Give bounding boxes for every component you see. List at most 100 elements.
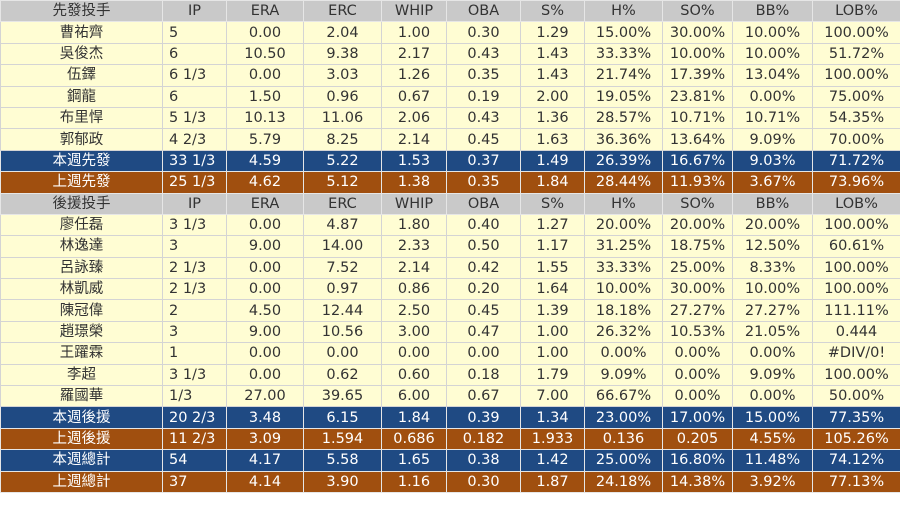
table-body: 先發投手 IP ERA ERC WHIP OBA S% H% SO% BB% LOB% 曹祐齊 5 0.0…	[0, 0, 900, 493]
cell-ip: 3	[162, 235, 227, 258]
cell-erc: 8.25	[303, 128, 382, 151]
header-pitcher: 先發投手	[0, 0, 163, 23]
cell-bb-pct: 8.33%	[732, 256, 813, 280]
cell-h-pct: 0.00%	[584, 342, 663, 365]
cell-pitcher: 王躍霖	[0, 342, 163, 365]
cell-lob-pct: 100.00%	[812, 64, 900, 87]
cell-bb-pct: 0.00%	[732, 342, 813, 365]
cell-lob-pct: 71.72%	[812, 149, 900, 173]
cell-s-pct: 1.43	[520, 64, 585, 87]
cell-bb-pct: 11.48%	[732, 449, 813, 472]
cell-lob-pct: 100.00%	[812, 213, 900, 237]
cell-ip: 1/3	[162, 385, 227, 408]
cell-pitcher: 本週總計	[0, 449, 163, 472]
cell-pitcher: 李超	[0, 363, 163, 387]
cell-bb-pct: 0.00%	[732, 85, 813, 108]
cell-oba: 0.42	[446, 256, 521, 280]
cell-bb-pct: 4.55%	[732, 427, 813, 451]
cell-so-pct: 23.81%	[662, 85, 733, 108]
table-row: 陳冠偉 2 4.50 12.44 2.50 0.45 1.39 18.18% 27.27% 27.…	[0, 299, 900, 322]
cell-s-pct: 1.49	[520, 149, 585, 173]
cell-so-pct: 0.00%	[662, 385, 733, 408]
cell-s-pct: 2.00	[520, 85, 585, 108]
header-oba: OBA	[446, 0, 521, 23]
header-bb-pct: BB%	[732, 192, 813, 215]
cell-ip: 6	[162, 42, 227, 66]
cell-ip: 1	[162, 342, 227, 365]
cell-pitcher: 曹祐齊	[0, 21, 163, 44]
cell-h-pct: 25.00%	[584, 449, 663, 472]
cell-so-pct: 25.00%	[662, 256, 733, 280]
cell-ip: 3 1/3	[162, 213, 227, 237]
cell-s-pct: 1.79	[520, 363, 585, 387]
cell-ip: 2 1/3	[162, 278, 227, 301]
cell-ip: 3 1/3	[162, 363, 227, 387]
cell-s-pct: 1.63	[520, 128, 585, 151]
cell-era: 0.00	[226, 278, 304, 301]
cell-bb-pct: 20.00%	[732, 213, 813, 237]
header-whip: WHIP	[381, 192, 447, 215]
cell-era: 4.59	[226, 149, 304, 173]
cell-so-pct: 10.53%	[662, 320, 733, 344]
cell-so-pct: 10.71%	[662, 106, 733, 130]
cell-so-pct: 13.64%	[662, 128, 733, 151]
cell-ip: 54	[162, 449, 227, 472]
cell-oba: 0.20	[446, 278, 521, 301]
cell-era: 3.09	[226, 427, 304, 451]
table-row: 郭郁政 4 2/3 5.79 8.25 2.14 0.45 1.63 36.36% 13.64%…	[0, 128, 900, 151]
table-row: 呂詠臻 2 1/3 0.00 7.52 2.14 0.42 1.55 33.33% 25.00%…	[0, 256, 900, 280]
cell-whip: 1.26	[381, 64, 447, 87]
cell-oba: 0.47	[446, 320, 521, 344]
header-era: ERA	[226, 192, 304, 215]
cell-h-pct: 9.09%	[584, 363, 663, 387]
cell-era: 10.13	[226, 106, 304, 130]
cell-oba: 0.00	[446, 342, 521, 365]
cell-erc: 11.06	[303, 106, 382, 130]
cell-bb-pct: 3.92%	[732, 470, 813, 493]
cell-so-pct: 14.38%	[662, 470, 733, 493]
header-s-pct: S%	[520, 192, 585, 215]
cell-whip: 2.50	[381, 299, 447, 322]
cell-pitcher: 呂詠臻	[0, 256, 163, 280]
cell-whip: 1.16	[381, 470, 447, 493]
cell-ip: 20 2/3	[162, 406, 227, 429]
table-row: 伍鐸 6 1/3 0.00 3.03 1.26 0.35 1.43 21.74% 17.39% 1…	[0, 64, 900, 87]
cell-pitcher: 上週總計	[0, 470, 163, 493]
cell-bb-pct: 9.03%	[732, 149, 813, 173]
table-row: 鋼龍 6 1.50 0.96 0.67 0.19 2.00 19.05% 23.81% 0.00%…	[0, 85, 900, 108]
cell-oba: 0.19	[446, 85, 521, 108]
cell-h-pct: 26.32%	[584, 320, 663, 344]
header-ip: IP	[162, 192, 227, 215]
cell-h-pct: 18.18%	[584, 299, 663, 322]
cell-lob-pct: 77.13%	[812, 470, 900, 493]
cell-lob-pct: 111.11%	[812, 299, 900, 322]
cell-pitcher: 郭郁政	[0, 128, 163, 151]
this-week-summary-row: 本週總計 54 4.17 5.58 1.65 0.38 1.42 25.00% 16.80% 11…	[0, 449, 900, 472]
cell-lob-pct: 74.12%	[812, 449, 900, 472]
cell-erc: 2.04	[303, 21, 382, 44]
cell-s-pct: 7.00	[520, 385, 585, 408]
cell-erc: 10.56	[303, 320, 382, 344]
cell-ip: 11 2/3	[162, 427, 227, 451]
this-week-summary-row: 本週後援 20 2/3 3.48 6.15 1.84 0.39 1.34 23.00% 17.0…	[0, 406, 900, 429]
table-row: 李超 3 1/3 0.00 0.62 0.60 0.18 1.79 9.09% 0.00% 9.0…	[0, 363, 900, 387]
cell-erc: 3.03	[303, 64, 382, 87]
cell-era: 3.48	[226, 406, 304, 429]
cell-oba: 0.30	[446, 21, 521, 44]
cell-erc: 39.65	[303, 385, 382, 408]
cell-oba: 0.18	[446, 363, 521, 387]
cell-era: 4.17	[226, 449, 304, 472]
cell-whip: 3.00	[381, 320, 447, 344]
cell-so-pct: 17.00%	[662, 406, 733, 429]
cell-ip: 25 1/3	[162, 171, 227, 194]
cell-bb-pct: 9.09%	[732, 363, 813, 387]
cell-so-pct: 18.75%	[662, 235, 733, 258]
cell-bb-pct: 9.09%	[732, 128, 813, 151]
cell-h-pct: 19.05%	[584, 85, 663, 108]
cell-erc: 1.594	[303, 427, 382, 451]
cell-erc: 14.00	[303, 235, 382, 258]
cell-oba: 0.182	[446, 427, 521, 451]
cell-pitcher: 上週先發	[0, 171, 163, 194]
cell-h-pct: 26.39%	[584, 149, 663, 173]
table-row: 羅國華 1/3 27.00 39.65 6.00 0.67 7.00 66.67% 0.00% 0…	[0, 385, 900, 408]
